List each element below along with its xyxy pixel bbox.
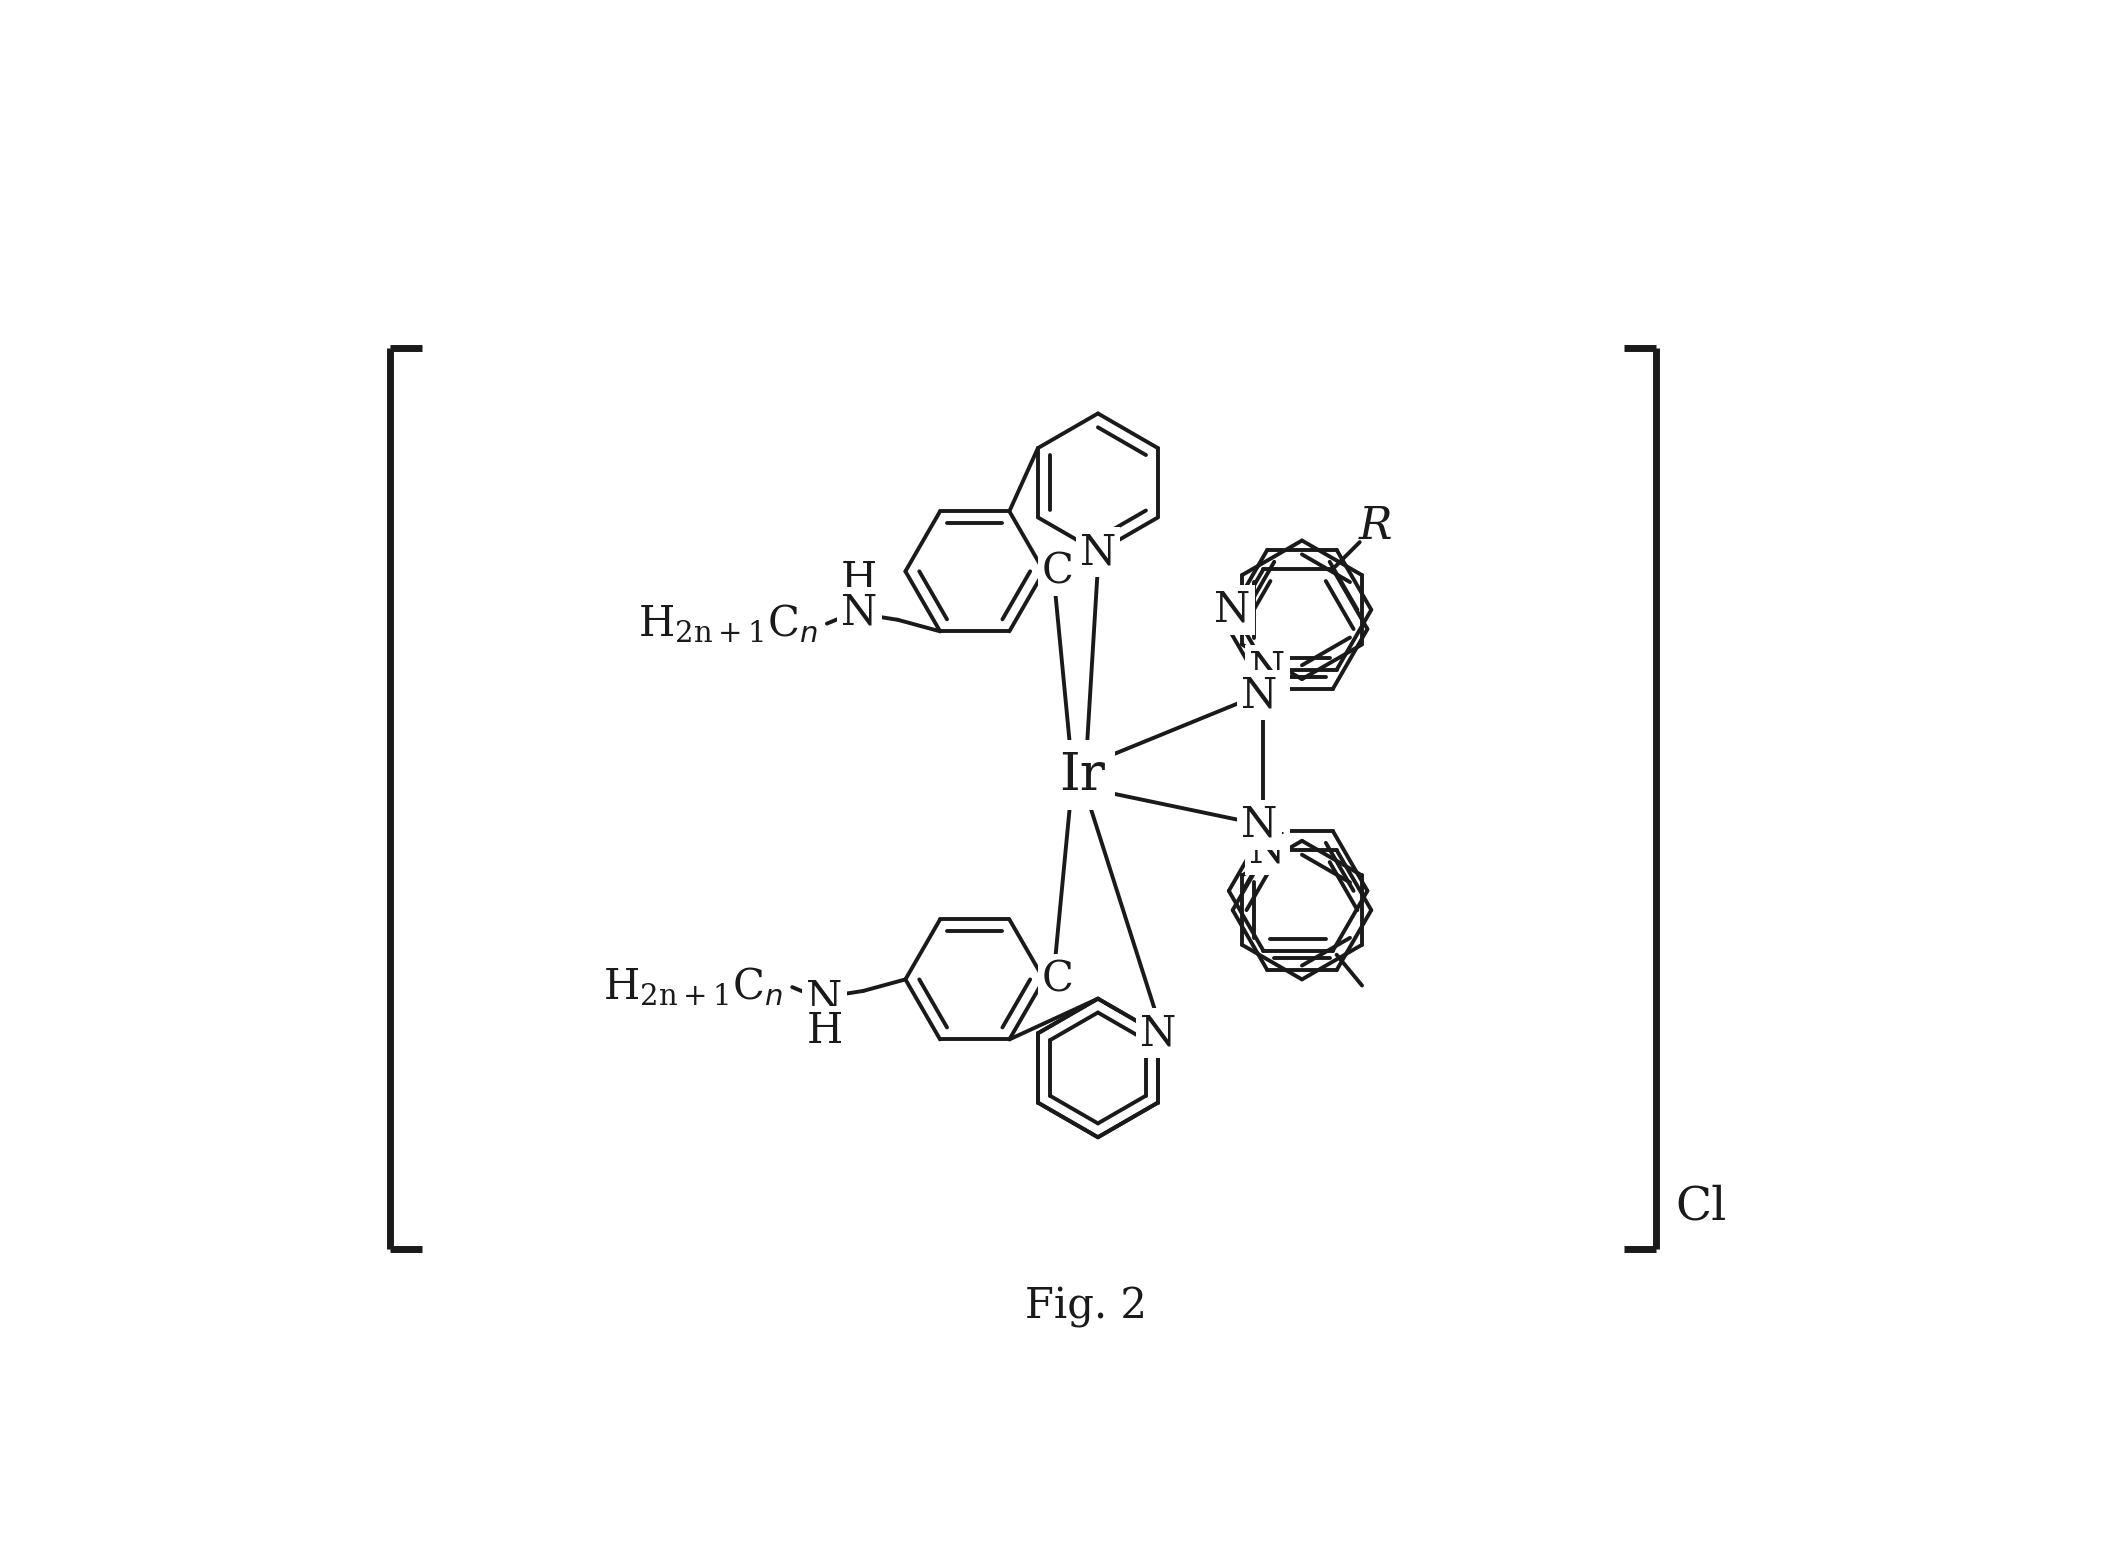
- Text: N: N: [807, 977, 843, 1020]
- Text: $\mathregular{H_{2n+1}C}$$_n$: $\mathregular{H_{2n+1}C}$$_n$: [604, 965, 784, 1009]
- Text: N: N: [1214, 589, 1250, 631]
- Text: N: N: [1248, 649, 1286, 691]
- Text: N: N: [1248, 829, 1286, 871]
- Text: C: C: [1043, 959, 1074, 1001]
- Text: R: R: [1358, 505, 1392, 549]
- Text: N: N: [1242, 673, 1278, 716]
- Text: N: N: [1140, 1012, 1176, 1054]
- Text: Cl: Cl: [1676, 1183, 1727, 1228]
- Text: $\mathregular{H_{2n+1}C}$$_n$: $\mathregular{H_{2n+1}C}$$_n$: [638, 602, 818, 645]
- Text: H: H: [807, 1010, 843, 1052]
- Text: C: C: [1043, 550, 1074, 592]
- Text: N: N: [1081, 532, 1117, 574]
- Text: N: N: [841, 591, 877, 633]
- Text: Fig. 2: Fig. 2: [1026, 1286, 1146, 1328]
- Text: H: H: [841, 558, 877, 600]
- Text: Ir: Ir: [1060, 750, 1106, 801]
- Text: N: N: [1242, 804, 1278, 845]
